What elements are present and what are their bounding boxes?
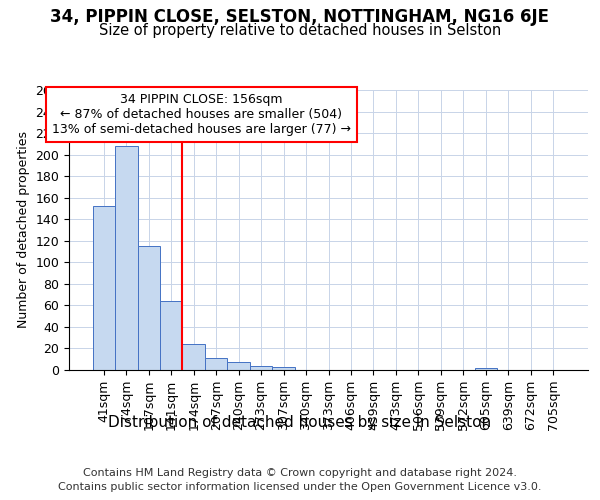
Text: Contains HM Land Registry data © Crown copyright and database right 2024.: Contains HM Land Registry data © Crown c…	[83, 468, 517, 477]
Bar	[227, 362, 250, 370]
Text: Distribution of detached houses by size in Selston: Distribution of detached houses by size …	[109, 415, 491, 430]
Text: Size of property relative to detached houses in Selston: Size of property relative to detached ho…	[99, 22, 501, 38]
Y-axis label: Number of detached properties: Number of detached properties	[17, 132, 30, 328]
Bar	[137, 246, 160, 370]
Bar	[205, 358, 227, 370]
Text: Contains public sector information licensed under the Open Government Licence v3: Contains public sector information licen…	[58, 482, 542, 492]
Bar	[272, 367, 295, 370]
Bar	[92, 206, 115, 370]
Bar	[250, 366, 272, 370]
Bar	[160, 301, 182, 370]
Text: 34 PIPPIN CLOSE: 156sqm
← 87% of detached houses are smaller (504)
13% of semi-d: 34 PIPPIN CLOSE: 156sqm ← 87% of detache…	[52, 93, 351, 136]
Bar	[182, 344, 205, 370]
Text: 34, PIPPIN CLOSE, SELSTON, NOTTINGHAM, NG16 6JE: 34, PIPPIN CLOSE, SELSTON, NOTTINGHAM, N…	[50, 8, 550, 26]
Bar	[115, 146, 137, 370]
Bar	[475, 368, 497, 370]
